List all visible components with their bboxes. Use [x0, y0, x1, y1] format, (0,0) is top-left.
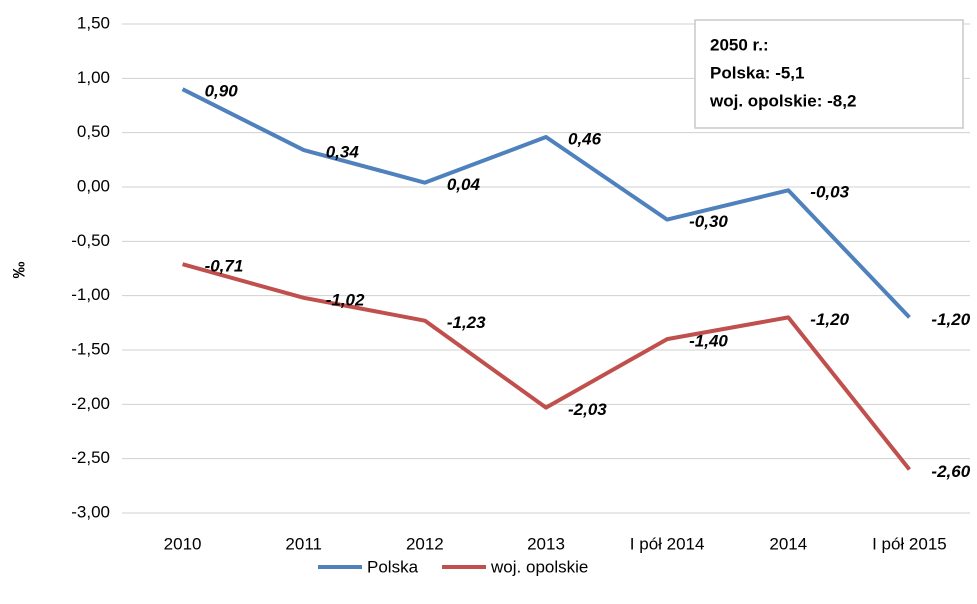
- y-tick-label: -1,50: [71, 339, 110, 358]
- x-tick-label: 2010: [164, 534, 202, 553]
- y-tick-label: -1,00: [71, 285, 110, 304]
- series-line: [181, 87, 911, 319]
- x-tick-label: 2011: [285, 534, 322, 553]
- data-label: 0,04: [447, 175, 481, 194]
- data-label: -0,03: [810, 183, 849, 202]
- legend-label: Polska: [367, 557, 419, 576]
- data-label: -0,71: [205, 257, 244, 276]
- data-label: 0,90: [205, 82, 239, 101]
- data-label: 0,34: [326, 143, 360, 162]
- annotation-box: [694, 19, 964, 129]
- y-axis-label: ‰: [9, 262, 28, 279]
- annotation-line: Polska: -5,1: [710, 63, 805, 82]
- x-tick-label: 2014: [769, 534, 807, 553]
- y-tick-label: -0,50: [71, 231, 110, 250]
- data-label: -0,30: [689, 212, 728, 231]
- legend-label: woj. opolskie: [490, 557, 588, 576]
- data-label: -1,40: [689, 332, 728, 351]
- data-label: -2,60: [931, 462, 970, 481]
- x-tick-label: 2012: [406, 534, 444, 553]
- y-tick-label: 1,50: [77, 13, 110, 32]
- x-tick-label: I pół 2014: [630, 534, 705, 553]
- data-label: -1,23: [447, 313, 486, 332]
- y-tick-label: 0,50: [77, 122, 110, 141]
- data-label: -2,03: [568, 400, 607, 419]
- data-label: -1,20: [931, 310, 970, 329]
- annotation-line: woj. opolskie: -8,2: [709, 91, 856, 110]
- x-tick-label: 2013: [527, 534, 565, 553]
- y-tick-label: -3,00: [71, 502, 110, 521]
- y-tick-label: -2,50: [71, 448, 110, 467]
- y-tick-label: 1,00: [77, 68, 110, 87]
- data-label: -1,20: [810, 310, 849, 329]
- annotation-line: 2050 r.:: [710, 35, 769, 54]
- y-tick-label: 0,00: [77, 176, 110, 195]
- y-tick-label: -2,00: [71, 394, 110, 413]
- x-tick-label: I pół 2015: [872, 534, 947, 553]
- data-label: -1,02: [326, 290, 365, 309]
- series-line: [182, 262, 911, 471]
- data-label: 0,46: [568, 129, 602, 148]
